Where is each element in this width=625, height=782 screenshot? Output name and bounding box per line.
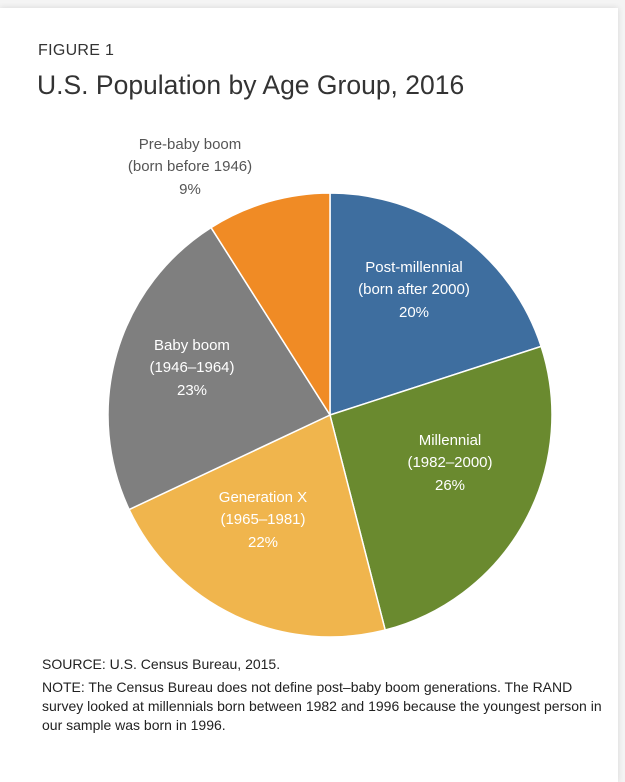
- pie-slice: [329, 192, 543, 417]
- slice-label: Pre-baby boom: [139, 136, 242, 153]
- pie-slice: [128, 413, 387, 638]
- figure-label: FIGURE 1: [38, 42, 115, 59]
- value-label: 22%: [248, 534, 278, 551]
- slice-label: Generation X: [219, 489, 307, 506]
- slice-sublabel: (born after 2000): [358, 281, 470, 298]
- value-label: 23%: [177, 382, 207, 399]
- slice-sublabel: (1946–1964): [149, 359, 234, 376]
- slice-label: Millennial: [419, 432, 482, 449]
- source: SOURCE: U.S. Census Bureau, 2015.: [42, 656, 281, 672]
- slice-sublabel: (born before 1946): [128, 158, 252, 175]
- slice-sublabel: (1965–1981): [220, 511, 305, 528]
- pie-slice: [107, 226, 332, 511]
- note: NOTE: The Census Bureau does not define …: [42, 679, 602, 733]
- chart-title: U.S. Population by Age Group, 2016: [37, 70, 465, 100]
- slice-label: Baby boom: [154, 337, 230, 354]
- value-label: 26%: [435, 477, 465, 494]
- slice-sublabel: (1982–2000): [407, 454, 492, 471]
- pie-slice: [210, 192, 331, 418]
- value-label: 20%: [399, 304, 429, 321]
- value-label: 9%: [179, 181, 201, 198]
- pie-slice: [329, 345, 553, 631]
- slice-label: Post-millennial: [365, 259, 463, 276]
